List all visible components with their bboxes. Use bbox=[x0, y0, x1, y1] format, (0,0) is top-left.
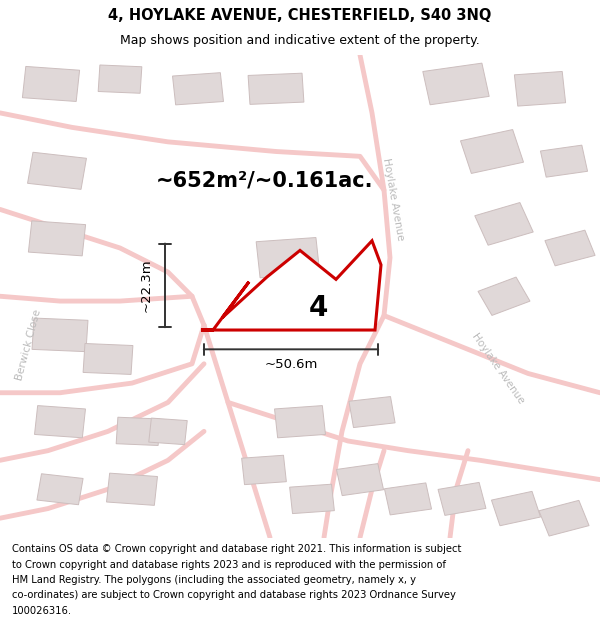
Text: 4, HOYLAKE AVENUE, CHESTERFIELD, S40 3NQ: 4, HOYLAKE AVENUE, CHESTERFIELD, S40 3NQ bbox=[109, 8, 491, 23]
Text: 100026316.: 100026316. bbox=[12, 606, 72, 616]
Polygon shape bbox=[173, 72, 223, 105]
Polygon shape bbox=[37, 474, 83, 505]
Polygon shape bbox=[242, 455, 286, 484]
Polygon shape bbox=[478, 277, 530, 316]
Text: ~50.6m: ~50.6m bbox=[265, 358, 317, 371]
Text: HM Land Registry. The polygons (including the associated geometry, namely x, y: HM Land Registry. The polygons (includin… bbox=[12, 575, 416, 585]
Text: Hoylake Avenue: Hoylake Avenue bbox=[381, 158, 405, 242]
Polygon shape bbox=[32, 318, 88, 352]
Polygon shape bbox=[541, 145, 587, 177]
Polygon shape bbox=[423, 63, 489, 105]
Polygon shape bbox=[539, 501, 589, 536]
Polygon shape bbox=[256, 238, 320, 278]
Text: to Crown copyright and database rights 2023 and is reproduced with the permissio: to Crown copyright and database rights 2… bbox=[12, 560, 446, 570]
Polygon shape bbox=[35, 406, 85, 437]
Polygon shape bbox=[514, 71, 566, 106]
Polygon shape bbox=[475, 202, 533, 245]
Polygon shape bbox=[116, 418, 160, 446]
Polygon shape bbox=[349, 396, 395, 428]
Text: Hoylake Avenue: Hoylake Avenue bbox=[470, 331, 526, 406]
Polygon shape bbox=[460, 129, 524, 173]
Polygon shape bbox=[491, 491, 541, 526]
Polygon shape bbox=[545, 230, 595, 266]
Text: Berwick Close: Berwick Close bbox=[14, 308, 43, 381]
Polygon shape bbox=[98, 65, 142, 93]
Polygon shape bbox=[248, 73, 304, 104]
Text: Map shows position and indicative extent of the property.: Map shows position and indicative extent… bbox=[120, 34, 480, 48]
Polygon shape bbox=[337, 464, 383, 496]
Text: ~22.3m: ~22.3m bbox=[140, 259, 153, 312]
Polygon shape bbox=[107, 473, 157, 506]
Polygon shape bbox=[438, 482, 486, 516]
Polygon shape bbox=[22, 66, 80, 101]
Polygon shape bbox=[201, 241, 381, 330]
Text: ~652m²/~0.161ac.: ~652m²/~0.161ac. bbox=[156, 171, 373, 191]
Polygon shape bbox=[275, 406, 325, 437]
Text: Contains OS data © Crown copyright and database right 2021. This information is : Contains OS data © Crown copyright and d… bbox=[12, 544, 461, 554]
Text: co-ordinates) are subject to Crown copyright and database rights 2023 Ordnance S: co-ordinates) are subject to Crown copyr… bbox=[12, 591, 456, 601]
Polygon shape bbox=[290, 484, 334, 514]
Polygon shape bbox=[83, 344, 133, 374]
Polygon shape bbox=[385, 483, 431, 515]
Polygon shape bbox=[28, 152, 86, 189]
Polygon shape bbox=[149, 418, 187, 444]
Text: 4: 4 bbox=[308, 294, 328, 322]
Polygon shape bbox=[28, 221, 86, 256]
